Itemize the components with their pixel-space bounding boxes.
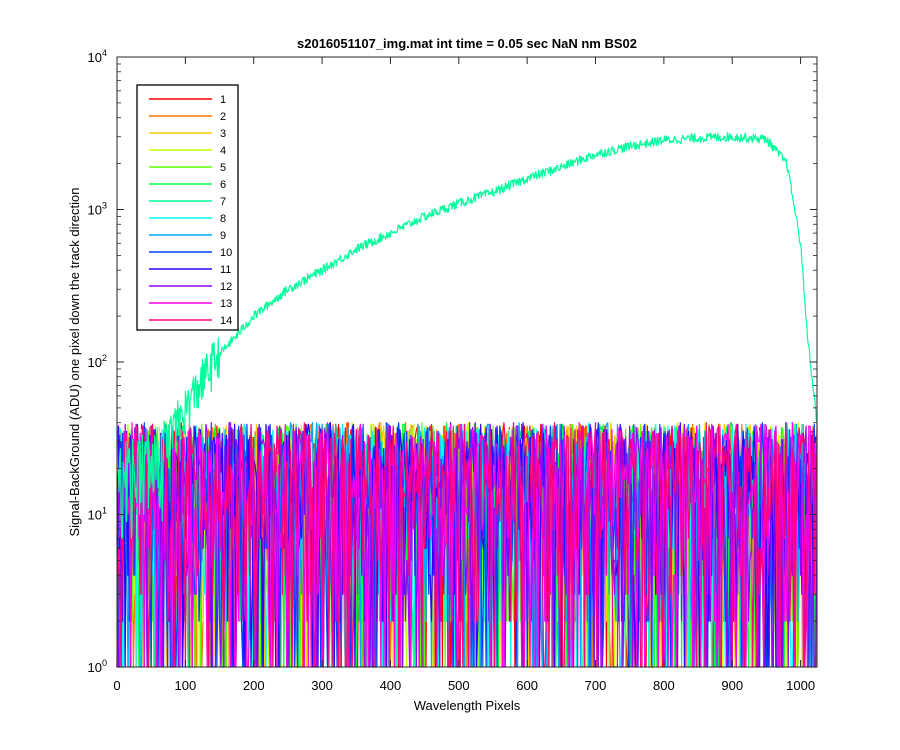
x-tick-label: 200: [243, 678, 265, 693]
chart-title: s2016051107_img.mat int time = 0.05 sec …: [297, 36, 637, 51]
legend-label: 11: [220, 264, 231, 276]
legend-label: 9: [220, 230, 226, 242]
legend-label: 8: [220, 213, 226, 225]
series-line-7: [116, 132, 818, 539]
x-tick-labels: 0 100 200 300 400 500 600 700 800 900 1000: [113, 678, 815, 693]
x-tick-label: 100: [175, 678, 197, 693]
y-tick-labels: 100 101 102 103 104: [88, 48, 107, 675]
x-tick-label: 300: [311, 678, 333, 693]
y-tick-label: 100: [88, 658, 107, 675]
x-tick-label: 500: [448, 678, 470, 693]
x-tick-label: 1000: [786, 678, 815, 693]
legend-label: 10: [220, 247, 232, 259]
x-axis-label: Wavelength Pixels: [414, 698, 521, 713]
x-tick-label: 0: [113, 678, 120, 693]
series-line-14: [116, 422, 818, 668]
plot-frame: [116, 56, 818, 668]
legend-label: 14: [220, 315, 232, 327]
y-tick-label: 101: [88, 506, 107, 523]
y-tick-label: 102: [88, 353, 107, 370]
x-tick-label: 700: [585, 678, 607, 693]
x-tick-label: 900: [721, 678, 743, 693]
legend-label: 2: [220, 111, 226, 123]
legend-label: 4: [220, 145, 226, 157]
legend-label: 1: [220, 94, 226, 106]
y-axis-label: Signal-BackGround (ADU) one pixel down t…: [67, 187, 82, 536]
legend-label: 13: [220, 298, 232, 310]
x-tick-label: 400: [380, 678, 402, 693]
legend-label: 3: [220, 128, 226, 140]
legend-box: [136, 84, 239, 331]
legend-label: 5: [220, 162, 226, 174]
legend-label: 7: [220, 196, 226, 208]
axis-ticks: [116, 56, 817, 668]
y-tick-label: 103: [88, 201, 107, 218]
legend-label: 12: [220, 281, 232, 293]
legend-label: 6: [220, 179, 226, 191]
x-tick-label: 600: [516, 678, 538, 693]
y-tick-label: 104: [88, 48, 107, 65]
x-tick-label: 800: [653, 678, 675, 693]
